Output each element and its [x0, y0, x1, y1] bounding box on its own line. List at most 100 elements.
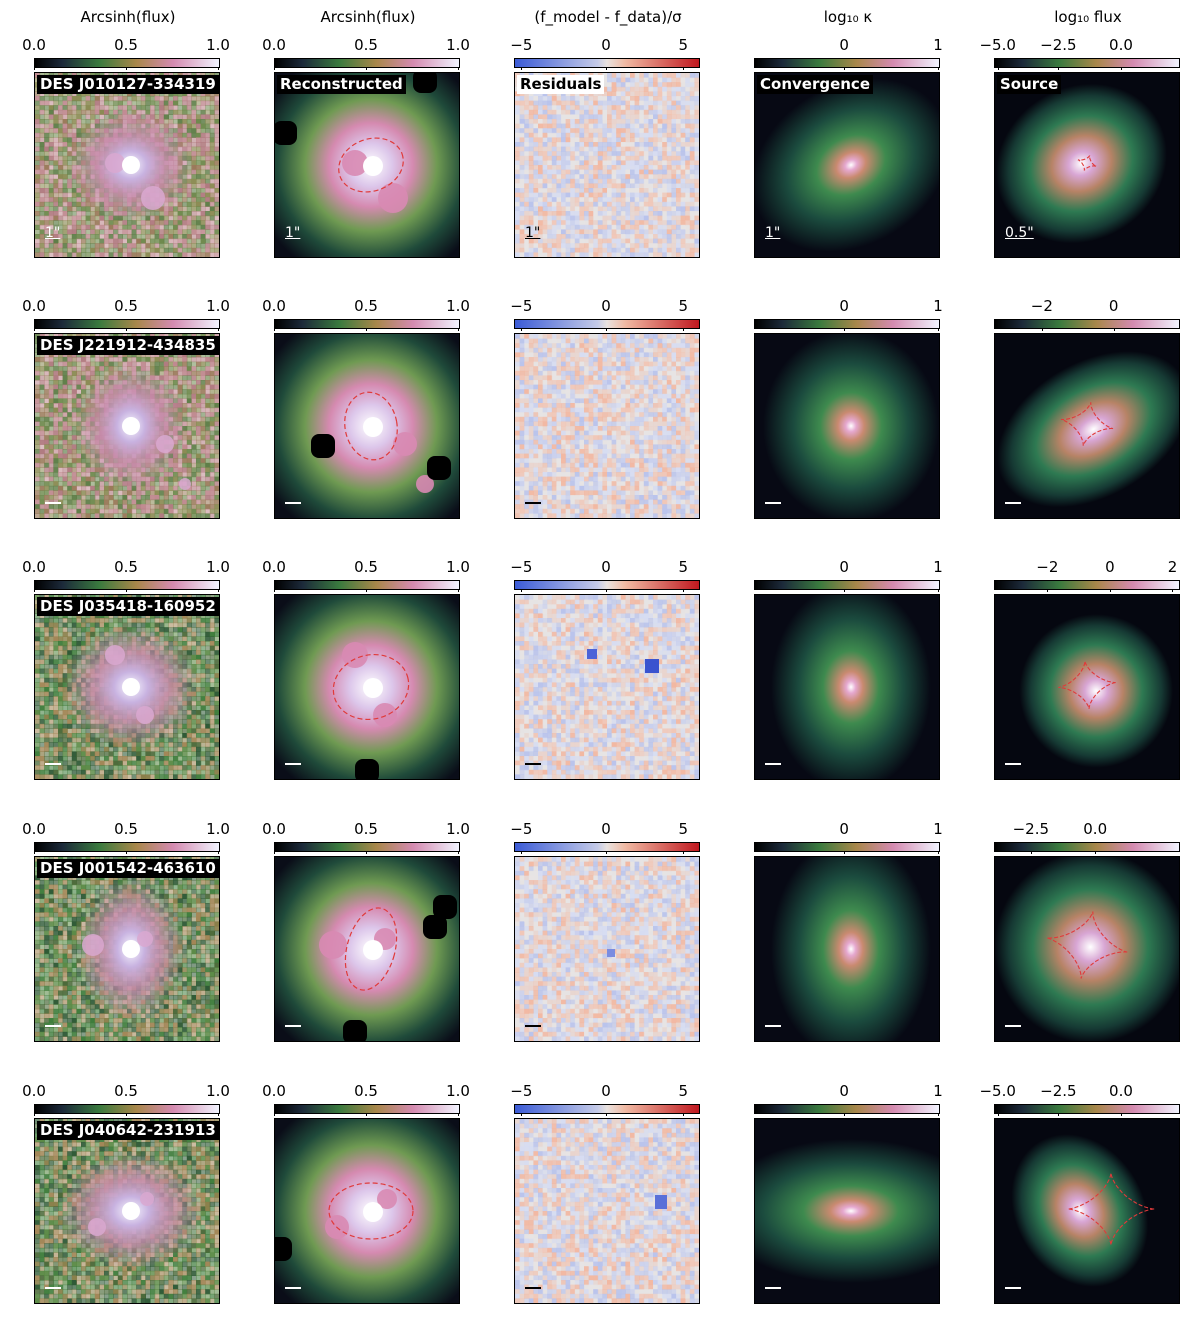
lens-row: 0.0 0.5 1.0 DES J040642-231913 0.0 0.5 1.0 −5 0 5…: [0, 1046, 1200, 1308]
colorbar-tick-label: 5: [678, 36, 689, 54]
scale-bar: [525, 1287, 541, 1289]
image-resid: [514, 594, 700, 780]
colorbar-tick-mark: [1041, 327, 1043, 331]
colorbar-ticks: −5 0 5: [510, 36, 702, 56]
colorbar-tick-label: 0.0: [22, 297, 46, 315]
colorbar-tick-label: 0.0: [1109, 36, 1133, 54]
colorbar-tick-label: 0.0: [262, 297, 286, 315]
colorbar-tick-label: 0: [839, 297, 849, 315]
colorbar-tick-mark: [34, 588, 35, 592]
colorbar-tick-mark: [274, 327, 275, 331]
scale-bar: [525, 1025, 541, 1027]
colorbar-tick-mark: [34, 850, 35, 854]
colorbar-tick-label: 1.0: [206, 558, 230, 576]
scale-bar-label: 1": [765, 225, 781, 241]
colorbar-tick-label: 0.0: [262, 558, 286, 576]
colorbar-tick-mark: [218, 1112, 219, 1116]
colorbar-ticks: 0.0 0.5 1.0: [262, 1082, 470, 1102]
colorbar-tick-label: 1.0: [446, 297, 470, 315]
colorbar-tick-mark: [938, 66, 939, 70]
colorbar-tick-mark: [366, 850, 367, 854]
colorbar-tick-mark: [844, 588, 846, 592]
colorbar-ticks: −5.0 −2.5 0.0: [979, 1082, 1182, 1102]
colorbar-tick-mark: [683, 327, 685, 331]
colorbar-tick-label: 0: [839, 1082, 849, 1100]
colorbar-tick-mark: [458, 66, 459, 70]
colorbar-tick-label: 1: [933, 297, 943, 315]
colorbar-tick-label: 0: [601, 820, 611, 838]
colorbar-tick-label: −5.0: [979, 36, 1016, 54]
colorbar-tick-mark: [844, 850, 846, 854]
colorbar-tick-mark: [938, 327, 939, 331]
scale-bar: [765, 502, 781, 504]
colorbar: [994, 580, 1180, 590]
colorbar-tick-mark: [1095, 850, 1097, 854]
colorbar-tick-mark: [218, 850, 219, 854]
panel-resid: −5 0 5 Residuals 1": [510, 36, 702, 298]
lens-row: 0.0 0.5 1.0 DES J010127-334319 1" 0.0 0.5 1.0 Re…: [0, 0, 1200, 262]
panel-model: 0.0 0.5 1.0: [262, 297, 470, 559]
column-title-source: log₁₀ flux: [1054, 8, 1122, 26]
colorbar: [754, 319, 940, 329]
colorbar-ticks: 0.0 0.5 1.0: [22, 36, 230, 56]
colorbar: [994, 319, 1180, 329]
colorbar-tick-mark: [1113, 327, 1115, 331]
panel-model: 0.0 0.5 1.0: [262, 558, 470, 820]
colorbar-tick-label: 1.0: [206, 820, 230, 838]
colorbar-tick-mark: [1120, 1112, 1122, 1116]
colorbar-tick-label: 0.5: [114, 36, 138, 54]
image-kappa: [754, 856, 940, 1042]
colorbar-tick-mark: [683, 588, 685, 592]
image-resid: Residuals 1": [514, 72, 700, 258]
panel-label-model: Reconstructed: [277, 75, 406, 94]
colorbar-tick-mark: [521, 327, 523, 331]
scale-bar-label: 1": [285, 225, 301, 241]
colorbar: [34, 319, 220, 329]
colorbar-tick-mark: [938, 850, 939, 854]
colorbar-tick-label: 0.5: [114, 1082, 138, 1100]
scale-bar-label: 1": [45, 225, 61, 241]
colorbar: [274, 58, 460, 68]
colorbar: [34, 1104, 220, 1114]
colorbar-ticks: 0.0 0.5 1.0: [262, 558, 470, 578]
colorbar-tick-label: −5: [510, 558, 533, 576]
colorbar: [34, 580, 220, 590]
colorbar: [514, 842, 700, 852]
colorbar-tick-label: 0: [839, 820, 849, 838]
colorbar-tick-label: 0.5: [354, 1082, 378, 1100]
colorbar-tick-label: 0.5: [114, 558, 138, 576]
colorbar-ticks: 0.0 0.5 1.0: [22, 558, 230, 578]
panel-data: 0.0 0.5 1.0 DES J001542-463610: [22, 820, 230, 1082]
scale-bar: [765, 1025, 781, 1027]
colorbar-tick-mark: [34, 66, 35, 70]
panel-label-resid: Residuals: [517, 75, 605, 94]
colorbar-tick-mark: [683, 66, 685, 70]
colorbar-tick-label: 1.0: [206, 297, 230, 315]
lens-name-label: DES J010127-334319: [37, 75, 219, 94]
image-src: [994, 1118, 1180, 1304]
colorbar-tick-label: 1.0: [446, 1082, 470, 1100]
scale-bar: [285, 763, 301, 765]
colorbar-tick-label: −5: [510, 297, 533, 315]
colorbar-tick-mark: [366, 327, 367, 331]
panel-resid: −5 0 5: [510, 1082, 702, 1344]
panel-label-src: Source: [997, 75, 1062, 94]
colorbar-ticks: −5 0 5: [510, 297, 702, 317]
column-title-residuals: (f_model - f_data)/σ: [534, 8, 682, 26]
colorbar-tick-label: −2.5: [1040, 1082, 1077, 1100]
colorbar-ticks: 0.0 0.5 1.0: [262, 36, 470, 56]
colorbar-tick-mark: [1120, 66, 1122, 70]
colorbar-tick-label: 0.0: [1109, 1082, 1133, 1100]
colorbar-tick-mark: [1030, 850, 1032, 854]
colorbar-tick-mark: [458, 327, 459, 331]
scale-bar: [45, 1287, 61, 1289]
colorbar: [274, 1104, 460, 1114]
colorbar-tick-label: 1.0: [446, 820, 470, 838]
image-data: DES J010127-334319 1": [34, 72, 220, 258]
colorbar-tick-mark: [1047, 588, 1049, 592]
colorbar-tick-mark: [844, 66, 846, 70]
scale-bar: [525, 502, 541, 504]
